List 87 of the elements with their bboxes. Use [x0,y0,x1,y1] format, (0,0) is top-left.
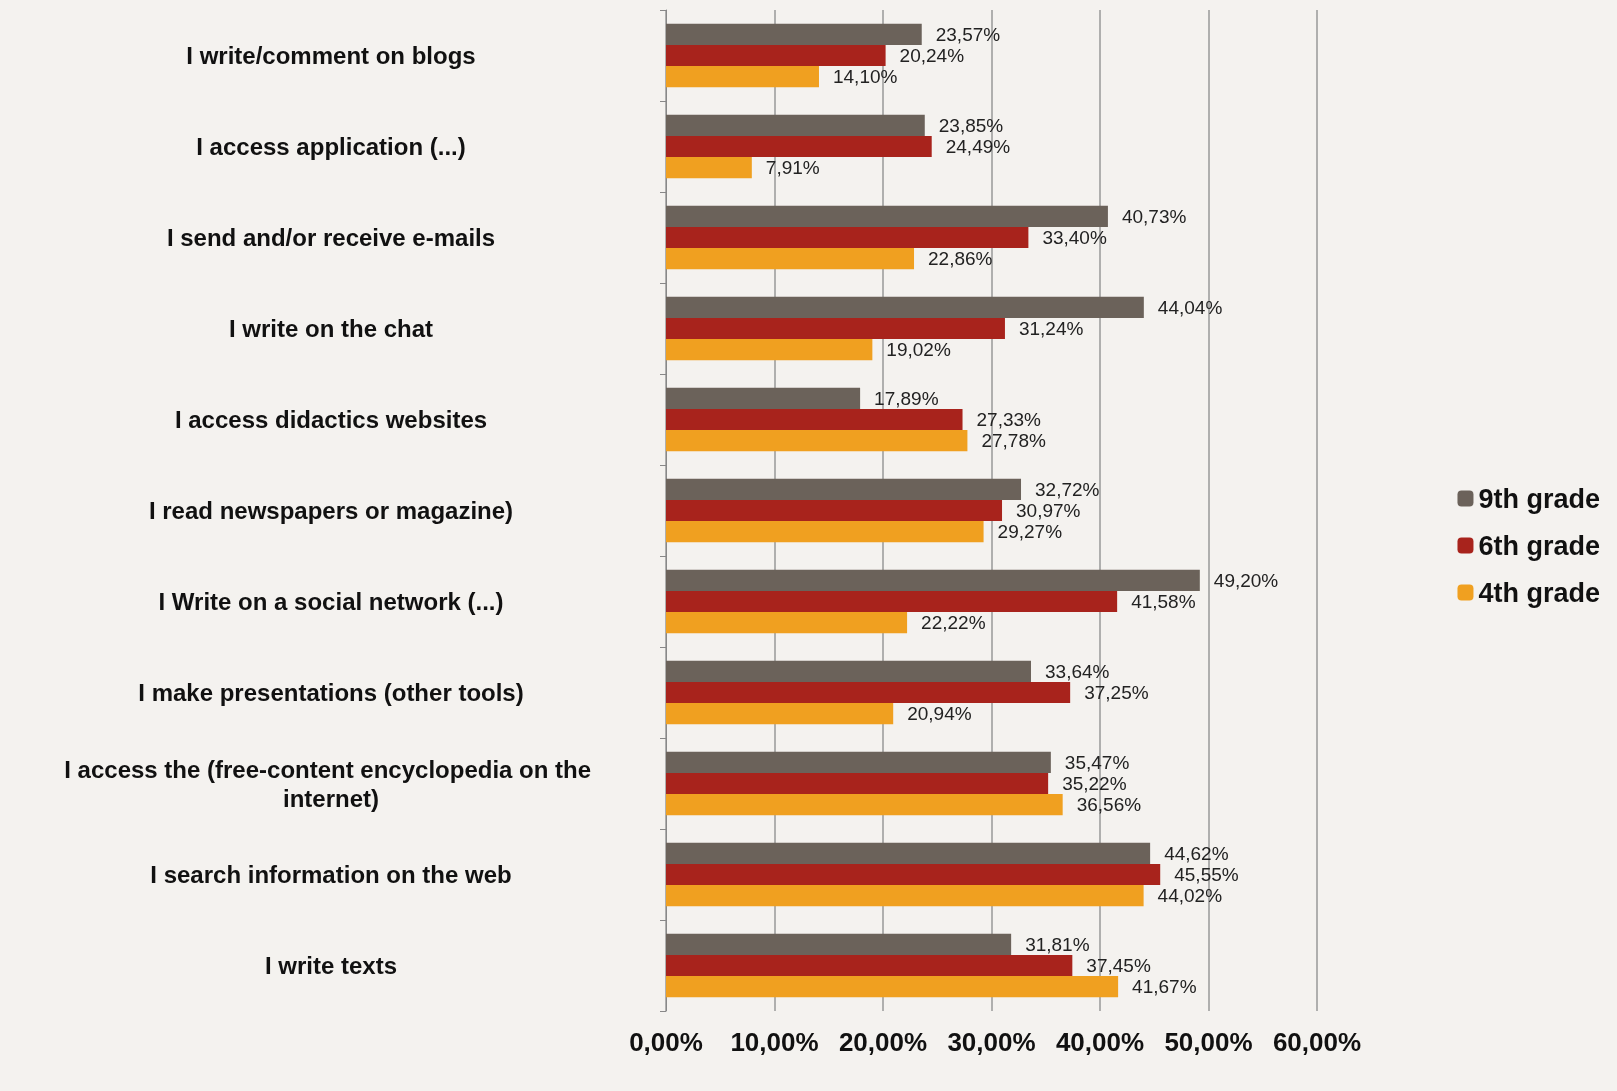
bar [666,772,1049,795]
bar [666,296,1144,318]
y-tick-label: I make presentations (other tools) [138,679,524,706]
data-label: 23,85% [938,114,1004,136]
bar [666,157,752,179]
data-label: 45,55% [1174,864,1239,885]
y-tick-label: I access the (free-content encyclopedia on the internet) [64,755,598,812]
data-label: 24,49% [945,136,1011,157]
data-label: 23,57% [935,23,1001,45]
data-label: 44,62% [1164,842,1229,864]
bar [666,751,1051,773]
data-label: 31,24% [1018,318,1084,339]
bar [666,44,886,67]
bar [666,794,1063,816]
data-label: 44,04% [1157,296,1223,318]
bar [666,612,908,634]
x-tick-label: 50,00% [1164,1027,1253,1057]
bar [666,976,1119,998]
y-tick-label: I search information on the web [150,861,512,888]
bar [666,387,861,409]
x-tick-label: 40,00% [1055,1027,1145,1057]
bar [666,339,873,361]
bar [666,23,922,45]
bar [666,703,894,725]
data-label: 33,64% [1044,660,1110,682]
data-label: 22,22% [921,612,986,634]
bar [666,681,1071,704]
data-label: 17,89% [874,387,939,409]
x-tick-label: 30,00% [947,1027,1036,1057]
data-label: 33,40% [1042,227,1107,248]
data-label: 35,47% [1064,751,1130,773]
bar [666,317,1005,340]
bar [666,521,984,543]
x-tick-label: 60,00% [1272,1027,1362,1057]
legend-label: 9th grade [1478,483,1600,514]
data-label: 14,10% [832,66,898,88]
y-tick-label: I read newspapers or magazine) [148,497,514,524]
data-label: 19,02% [886,339,951,361]
data-label: 41,58% [1131,591,1196,612]
y-tick-label: I write/comment on blogs [186,42,476,69]
data-label: 27,33% [976,409,1042,430]
bar [666,205,1108,227]
bar [666,226,1029,249]
bar [666,863,1161,886]
y-tick-label: I access didactics websites [174,406,488,433]
data-label: 49,20% [1213,569,1279,591]
x-tick-label: 10,00% [730,1027,819,1057]
data-label: 29,27% [997,521,1063,543]
bar [666,569,1200,591]
y-tick-label: I write on the chat [228,315,434,342]
bar [666,66,819,88]
legend-label: 4th grade [1478,577,1600,608]
bar [666,660,1031,682]
bar [666,933,1012,955]
bar [666,590,1118,613]
data-label: 36,56% [1076,794,1142,816]
legend-label: 6th grade [1478,530,1600,561]
bar [666,114,925,136]
data-label: 37,25% [1084,682,1149,703]
bar [666,135,932,158]
bar [666,248,915,270]
y-tick-label: I write texts [264,952,398,979]
data-label: 32,72% [1035,478,1100,500]
y-tick-label: I Write on a social network (...) [158,588,504,615]
y-tick-label: I send and/or receive e-mails [166,224,496,251]
bar [666,478,1022,500]
data-label: 31,81% [1025,933,1090,955]
bar [666,430,968,452]
bar [666,408,963,431]
data-label: 35,22% [1062,773,1127,794]
bar [666,954,1073,977]
data-label: 20,24% [899,45,965,66]
data-label: 41,67% [1132,976,1197,998]
data-label: 40,73% [1121,205,1187,227]
data-label: 20,94% [907,703,972,725]
data-label: 44,02% [1157,885,1223,907]
data-label: 37,45% [1086,955,1151,976]
data-label: 7,91% [765,157,820,179]
data-label: 30,97% [1016,500,1081,521]
bar [666,842,1151,864]
data-label: 27,78% [981,430,1046,452]
bar [666,885,1144,907]
x-tick-label: 20,00% [838,1027,928,1057]
data-label: 22,86% [928,248,993,270]
bar [666,499,1003,522]
y-tick-label: I access application (...) [196,133,466,160]
x-tick-label: 0,00% [629,1027,703,1057]
